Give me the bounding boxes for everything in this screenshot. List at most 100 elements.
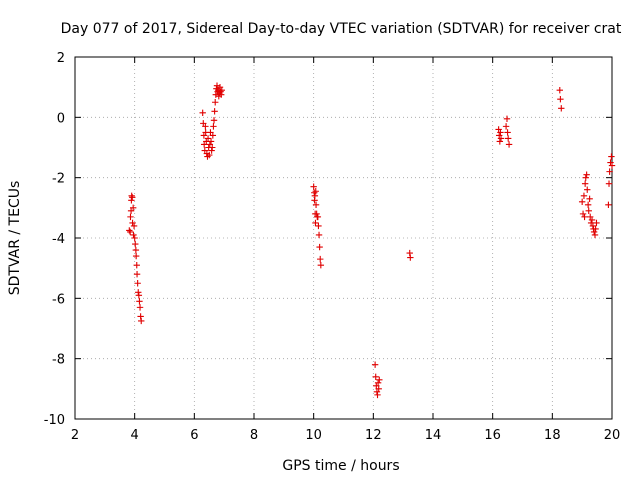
data-point [608, 153, 615, 160]
data-point [582, 174, 589, 181]
data-point [581, 213, 588, 221]
data-point [374, 391, 381, 399]
data-point [210, 123, 217, 130]
data-point [131, 234, 138, 242]
y-tick-label: -10 [44, 413, 65, 428]
data-point [579, 210, 587, 218]
y-tick-label: 0 [57, 111, 65, 126]
y-tick-label: -8 [52, 353, 65, 368]
data-point [502, 123, 510, 130]
data-point [372, 373, 379, 380]
data-point [213, 82, 221, 89]
data-point [212, 99, 219, 106]
data-point [129, 219, 136, 227]
data-point [586, 195, 593, 202]
data-points [126, 82, 616, 399]
data-point [206, 151, 213, 159]
y-tick-label: -2 [52, 172, 65, 187]
data-point [132, 240, 139, 248]
data-point [199, 109, 206, 117]
data-point [126, 228, 134, 236]
data-point [137, 313, 144, 320]
plot-frame [74, 56, 613, 420]
data-point [211, 108, 218, 115]
data-point [210, 117, 218, 124]
data-point [504, 135, 512, 142]
y-tick-label: 2 [57, 51, 65, 66]
grid-lines [75, 57, 612, 419]
data-point [580, 192, 588, 199]
data-point [136, 304, 144, 311]
data-point [407, 254, 414, 261]
data-point [133, 271, 141, 278]
data-point [312, 201, 320, 209]
data-point [503, 115, 511, 123]
x-tick-label: 18 [544, 428, 561, 443]
data-point [314, 213, 322, 221]
data-point [504, 129, 511, 136]
data-point [316, 243, 323, 251]
data-point [317, 261, 325, 269]
y-tick-label: -4 [52, 232, 65, 247]
x-tick-label: 12 [365, 428, 382, 443]
x-tick-label: 8 [250, 428, 258, 443]
y-tick-label: -6 [52, 292, 65, 307]
data-point [315, 231, 323, 239]
data-point [133, 261, 140, 269]
x-tick-labels: 2 4 6 8 10 12 14 16 18 20 [71, 428, 620, 443]
data-point [583, 171, 590, 178]
data-point [311, 192, 319, 199]
data-point [584, 186, 591, 193]
data-point [556, 86, 563, 94]
data-point [135, 292, 143, 299]
data-point [497, 129, 504, 136]
data-point [129, 204, 137, 212]
data-point [607, 159, 614, 166]
data-point [138, 317, 145, 325]
data-point [217, 88, 224, 95]
data-point [505, 141, 513, 148]
chart-title: Day 077 of 2017, Sidereal Day-to-day VTE… [61, 21, 622, 37]
data-point [371, 361, 379, 368]
x-axis-label: GPS time / hours [282, 458, 399, 474]
data-point [126, 227, 133, 234]
x-tick-label: 20 [604, 428, 621, 443]
x-tick-label: 4 [131, 428, 139, 443]
data-point [374, 379, 382, 386]
data-point [130, 222, 138, 230]
data-point [589, 222, 597, 230]
y-axis-label: SDTVAR / TECUs [7, 181, 23, 296]
data-point [606, 168, 613, 175]
data-point [558, 105, 565, 112]
data-point [406, 249, 413, 257]
data-point [136, 298, 143, 305]
data-point [132, 252, 140, 260]
data-point [497, 135, 505, 142]
data-point [496, 138, 504, 145]
data-point [311, 189, 318, 196]
data-point [204, 135, 212, 142]
data-point [313, 210, 320, 218]
data-point [207, 138, 215, 145]
data-point [130, 231, 137, 239]
data-point [581, 180, 589, 187]
data-point [557, 96, 564, 103]
x-tick-label: 14 [425, 428, 442, 443]
data-point [128, 192, 135, 199]
data-point [605, 201, 612, 209]
data-point [592, 225, 599, 233]
data-point [593, 219, 600, 227]
data-point [135, 289, 142, 296]
data-point [208, 147, 215, 154]
data-point [218, 86, 225, 94]
data-point [132, 246, 140, 254]
data-point [585, 207, 592, 215]
data-point [129, 194, 136, 201]
data-point [209, 132, 217, 139]
data-point [127, 213, 134, 221]
data-point [209, 144, 216, 151]
data-point [312, 188, 319, 195]
x-tick-label: 6 [190, 428, 198, 443]
data-point [375, 385, 382, 393]
data-point [578, 198, 586, 205]
